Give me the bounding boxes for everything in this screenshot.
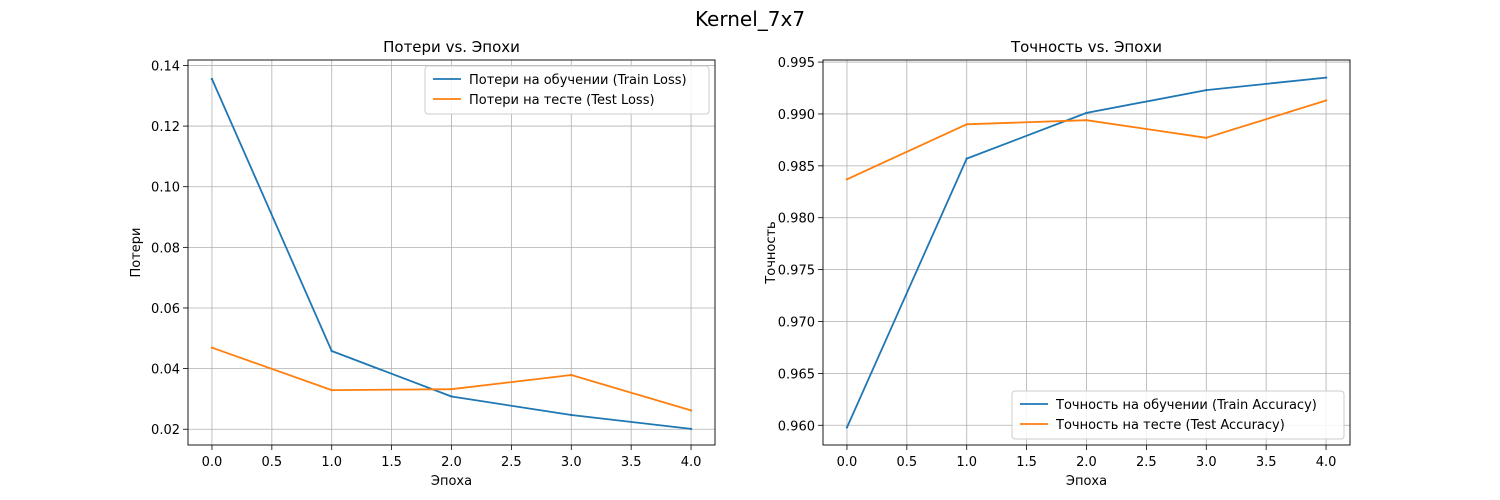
data-point-train [210, 77, 214, 81]
x-tick-label: 0.0 [202, 455, 223, 470]
x-tick-label: 2.5 [1136, 455, 1157, 470]
data-point-train [845, 426, 849, 429]
data-point-train [965, 157, 968, 160]
chart-title: Потери vs. Эпохи [383, 38, 520, 56]
legend: Потери на обучении (Train Loss) Потери на… [424, 65, 710, 115]
data-point-test [965, 123, 968, 126]
data-point-test [570, 373, 573, 377]
x-tick-label: 1.0 [321, 455, 342, 470]
data-point-test [1085, 118, 1088, 122]
y-axis-label: Точность [764, 221, 779, 284]
data-point-train [570, 413, 573, 417]
x-tick-label: 4.0 [1316, 455, 1337, 470]
data-point-train [689, 427, 693, 431]
loss-chart: 0.0 0.5 1.0 1.5 2.0 2.5 3.0 3.5 4.0 0.02 0.04 0.06 0… [129, 38, 716, 489]
y-tick-label: 0.970 [778, 316, 815, 331]
data-point-train [330, 349, 333, 353]
y-tick-label: 0.960 [778, 419, 815, 434]
legend-label-train: Точность на обучении (Train Accuracy) [1055, 398, 1317, 413]
data-point-test [1205, 136, 1208, 140]
legend-box [1011, 390, 1345, 440]
y-tick-label: 0.985 [778, 160, 815, 175]
x-tick-label: 2.0 [441, 455, 462, 470]
x-axis-label: Эпоха [431, 474, 472, 489]
chart-title: Точность vs. Эпохи [1010, 38, 1162, 56]
x-axis-label: Эпоха [1066, 474, 1107, 489]
x-tick-label: 1.0 [956, 455, 977, 470]
legend-label-test: Потери на тесте (Test Loss) [469, 93, 655, 108]
y-tick-label: 0.06 [151, 302, 180, 317]
x-tick-label: 1.5 [1016, 455, 1037, 470]
y-tick-label: 0.980 [778, 212, 815, 227]
data-point-test [210, 346, 214, 349]
x-tick-label: 2.0 [1076, 455, 1097, 470]
y-tick-label: 0.02 [151, 423, 180, 438]
y-tick-label: 0.14 [151, 59, 180, 74]
y-tick-label: 0.12 [151, 120, 180, 135]
x-tick-label: 3.0 [561, 455, 582, 470]
x-tick-label: 3.5 [621, 455, 642, 470]
data-point-test [845, 178, 849, 181]
x-tick-label: 1.5 [381, 455, 402, 470]
data-point-train [1324, 76, 1328, 79]
y-tick-label: 0.995 [778, 56, 815, 71]
x-tick-label: 3.5 [1256, 455, 1277, 470]
x-tick-label: 3.0 [1196, 455, 1217, 470]
y-tick-label: 0.975 [778, 264, 815, 279]
y-tick-label: 0.10 [151, 181, 180, 196]
y-axis-label: Потери [129, 227, 144, 277]
legend-box [424, 65, 710, 115]
data-point-test [450, 388, 453, 391]
legend: Точность на обучении (Train Accuracy) Точ… [1011, 390, 1345, 440]
x-tick-label: 0.0 [837, 455, 858, 470]
legend-label-train: Потери на обучении (Train Loss) [469, 73, 687, 88]
y-tick-label: 0.04 [151, 363, 180, 378]
x-tick-label: 2.5 [501, 455, 522, 470]
x-tick-label: 0.5 [896, 455, 917, 470]
legend-label-test: Точность на тесте (Test Accuracy) [1055, 418, 1285, 433]
accuracy-chart: 0.0 0.5 1.0 1.5 2.0 2.5 3.0 3.5 4.0 0.960 0.965 0.9… [764, 38, 1351, 489]
data-point-test [330, 388, 333, 392]
x-tick-label: 0.5 [261, 455, 282, 470]
y-tick-label: 0.08 [151, 241, 180, 256]
plot-frame [822, 59, 1351, 446]
data-point-train [1085, 111, 1088, 115]
data-point-test [689, 409, 693, 412]
y-tick-label: 0.990 [778, 108, 815, 123]
data-point-train [450, 395, 453, 398]
figure-title: Kernel_7x7 [695, 7, 805, 31]
plot-frame [187, 59, 716, 446]
data-point-test [1324, 99, 1328, 102]
y-tick-label: 0.965 [778, 367, 815, 382]
data-point-train [1205, 88, 1208, 92]
x-tick-label: 4.0 [681, 455, 702, 470]
